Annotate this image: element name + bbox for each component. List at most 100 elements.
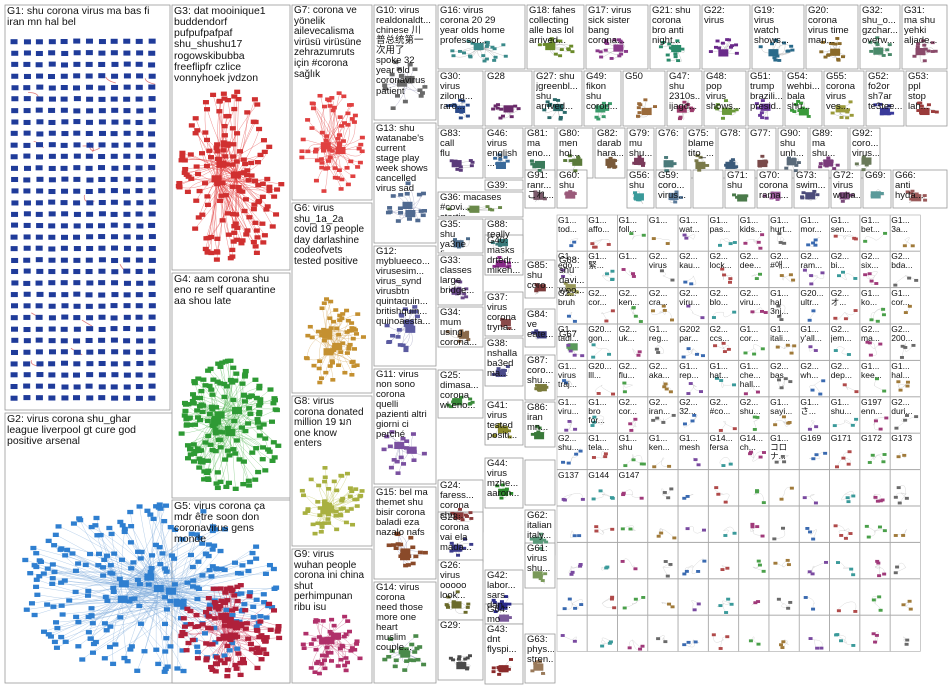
graph-node — [686, 640, 691, 644]
graph-node — [210, 92, 217, 98]
graph-node — [911, 343, 916, 347]
graph-node — [232, 451, 239, 456]
graph-node — [232, 221, 239, 226]
graph-node — [35, 314, 43, 320]
graph-node — [98, 349, 106, 355]
graph-node — [136, 326, 144, 332]
grid-cell-label: G1... — [618, 252, 638, 262]
grid-cell-box — [677, 433, 709, 470]
graph-node — [242, 428, 249, 434]
graph-edge — [898, 384, 906, 390]
group-box-g56 — [626, 169, 655, 209]
graph-node — [492, 58, 497, 62]
graph-node — [811, 607, 816, 611]
graph-node — [253, 544, 260, 549]
graph-node — [359, 149, 365, 154]
graph-node — [267, 387, 274, 392]
graph-node — [263, 615, 270, 620]
graph-node — [148, 73, 156, 79]
graph-node — [655, 416, 660, 420]
graph-node — [222, 193, 229, 198]
grid-cell-box — [586, 542, 618, 579]
group-label-g9: G9: virus wuhan people corona ini china … — [294, 550, 365, 613]
graph-node — [85, 269, 93, 275]
graph-node — [206, 614, 213, 619]
graph-node — [61, 303, 69, 309]
graph-node — [201, 469, 208, 474]
graph-node — [685, 527, 690, 531]
graph-node — [153, 504, 160, 509]
graph-node — [336, 91, 342, 95]
graph-edge — [90, 584, 125, 639]
graph-node — [23, 119, 31, 125]
graph-edge — [844, 273, 856, 279]
graph-node — [833, 524, 838, 528]
graph-node — [780, 646, 785, 649]
graph-node — [837, 274, 842, 278]
graph-node — [833, 234, 838, 238]
graph-node — [261, 600, 268, 605]
group-box-g26 — [437, 559, 484, 621]
grid-cell-label: G1... bro for... — [588, 398, 607, 425]
graph-node — [11, 176, 19, 183]
graph-node — [319, 525, 325, 529]
graph-node — [135, 395, 143, 401]
graph-node — [606, 243, 611, 246]
graph-node — [558, 54, 563, 58]
graph-node — [222, 457, 229, 462]
graph-node — [98, 73, 106, 79]
graph-node — [224, 643, 231, 649]
graph-node — [334, 488, 340, 493]
grid-cell-box — [859, 323, 891, 361]
graph-edge — [571, 636, 577, 641]
graph-node — [75, 561, 82, 566]
graph-node — [161, 518, 168, 524]
graph-node — [73, 38, 81, 44]
group-label-g26: G26: virus ooooo look... — [440, 561, 467, 602]
graph-node — [73, 165, 81, 171]
graph-node — [204, 249, 211, 254]
graph-node — [663, 640, 668, 644]
graph-node — [641, 233, 646, 237]
graph-node — [138, 549, 145, 555]
graph-node — [663, 160, 674, 168]
graph-node — [61, 131, 69, 137]
graph-node — [807, 318, 812, 322]
graph-node — [188, 123, 195, 128]
graph-node — [36, 96, 44, 102]
grid-cell-box — [768, 469, 800, 507]
graph-edge — [113, 591, 179, 604]
grid-cell-label: G2... blo... — [709, 288, 728, 307]
graph-edge — [170, 564, 271, 592]
graph-node — [201, 477, 208, 482]
graph-node — [322, 475, 328, 480]
graph-node — [256, 425, 263, 430]
graph-node — [102, 594, 109, 600]
graph-node — [465, 605, 470, 609]
graph-node — [620, 559, 625, 563]
grid-cell-box — [677, 214, 709, 252]
graph-node — [773, 423, 778, 427]
graph-node — [111, 280, 119, 286]
graph-node — [35, 280, 43, 286]
graph-node — [23, 96, 31, 102]
graph-node — [73, 291, 81, 297]
graph-node — [220, 140, 227, 145]
graph-node — [127, 540, 134, 545]
graph-node — [203, 163, 210, 169]
graph-node — [756, 559, 761, 563]
graph-node — [308, 642, 314, 646]
graph-node — [788, 600, 793, 604]
group-label-g63: G63: phys... stren... — [527, 635, 554, 666]
nodes-layer — [10, 36, 939, 679]
graph-node — [631, 458, 636, 462]
grid-cell-label: G2... #co... — [709, 398, 731, 416]
graph-node — [387, 444, 393, 449]
graph-edge — [571, 599, 583, 605]
graph-node — [85, 130, 93, 136]
graph-node — [757, 563, 762, 567]
graph-node — [914, 278, 919, 282]
graph-node — [411, 458, 417, 463]
graph-node — [385, 210, 391, 215]
graph-edge — [782, 639, 788, 648]
